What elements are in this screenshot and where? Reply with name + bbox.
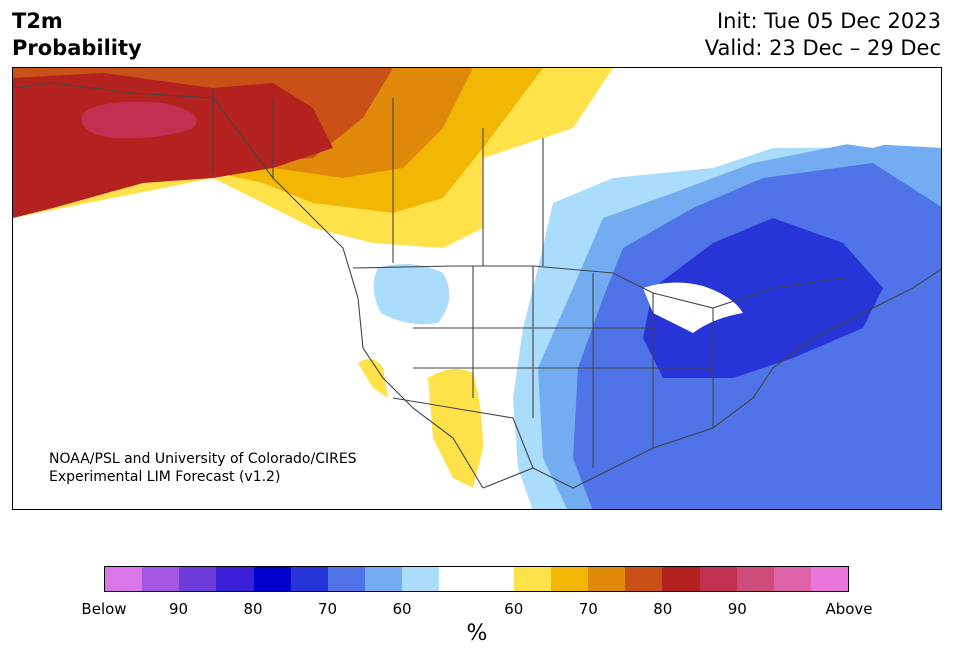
colorbar-swatch bbox=[550, 567, 589, 591]
colorbar-swatch bbox=[736, 567, 774, 591]
coastline-west bbox=[13, 82, 484, 489]
forecast-dates: Init: Tue 05 Dec 2023 Valid: 23 Dec – 29… bbox=[705, 8, 941, 62]
us-mexico-border bbox=[392, 397, 534, 469]
colorbar-tick-label: 90 bbox=[727, 600, 747, 618]
colorbar-swatch bbox=[476, 567, 514, 591]
above-90-region bbox=[81, 101, 197, 139]
credit-text: NOAA/PSL and University of Colorado/CIRE… bbox=[49, 450, 357, 486]
init-date: Init: Tue 05 Dec 2023 bbox=[716, 9, 941, 33]
below-85-region bbox=[643, 218, 883, 378]
colorbar-tick-label: Above bbox=[825, 600, 873, 618]
title-line-1: T2m bbox=[12, 9, 63, 33]
title-line-2: Probability bbox=[12, 36, 142, 60]
colorbar-swatch bbox=[402, 567, 440, 591]
colorbar-swatch bbox=[179, 567, 217, 591]
colorbar-swatch bbox=[290, 567, 328, 591]
colorbar-swatch bbox=[365, 567, 403, 591]
colorbar-swatch bbox=[327, 567, 366, 591]
map-panel bbox=[12, 67, 942, 510]
state-lines bbox=[413, 266, 714, 468]
colorbar-swatch bbox=[253, 567, 291, 591]
colorbar-swatch bbox=[699, 567, 737, 591]
colorbar-swatch bbox=[662, 567, 700, 591]
probability-map bbox=[13, 68, 941, 509]
colorbar-swatch bbox=[513, 567, 551, 591]
below-60-region-west bbox=[373, 264, 450, 325]
colorbar-swatch bbox=[625, 567, 663, 591]
above-60-region-sw bbox=[428, 369, 483, 488]
colorbar-swatch bbox=[588, 567, 626, 591]
colorbar-tick-label: 70 bbox=[317, 600, 338, 618]
province-lines bbox=[272, 98, 544, 266]
colorbar-swatch bbox=[773, 567, 811, 591]
colorbar-tick-label: Below bbox=[81, 600, 127, 618]
map-title: T2m Probability bbox=[12, 8, 142, 62]
colorbar-tick-label: 60 bbox=[504, 600, 524, 618]
valid-date: Valid: 23 Dec – 29 Dec bbox=[704, 36, 941, 60]
colorbar-tick-label: 80 bbox=[243, 600, 263, 618]
colorbar-tick-label: 60 bbox=[392, 600, 412, 618]
colorbar-swatch bbox=[216, 567, 254, 591]
colorbar-unit: % bbox=[466, 621, 488, 646]
colorbar-swatch bbox=[142, 567, 180, 591]
credit-line-1: NOAA/PSL and University of Colorado/CIRE… bbox=[49, 451, 357, 467]
credit-line-2: Experimental LIM Forecast (v1.2) bbox=[49, 469, 281, 485]
hudson-bay bbox=[773, 68, 941, 148]
above-60-region-coast bbox=[358, 359, 388, 398]
colorbar-tick-label: 70 bbox=[578, 600, 598, 618]
coastline-east bbox=[482, 268, 941, 489]
colorbar-swatch bbox=[439, 567, 477, 591]
colorbar-tick-label: 90 bbox=[168, 600, 189, 618]
colorbar-tick-label: 80 bbox=[653, 600, 673, 618]
colorbar-swatch bbox=[105, 567, 143, 591]
us-canada-border bbox=[352, 265, 844, 309]
colorbar bbox=[104, 566, 849, 592]
great-lakes bbox=[643, 282, 743, 333]
colorbar-swatch bbox=[810, 567, 849, 591]
